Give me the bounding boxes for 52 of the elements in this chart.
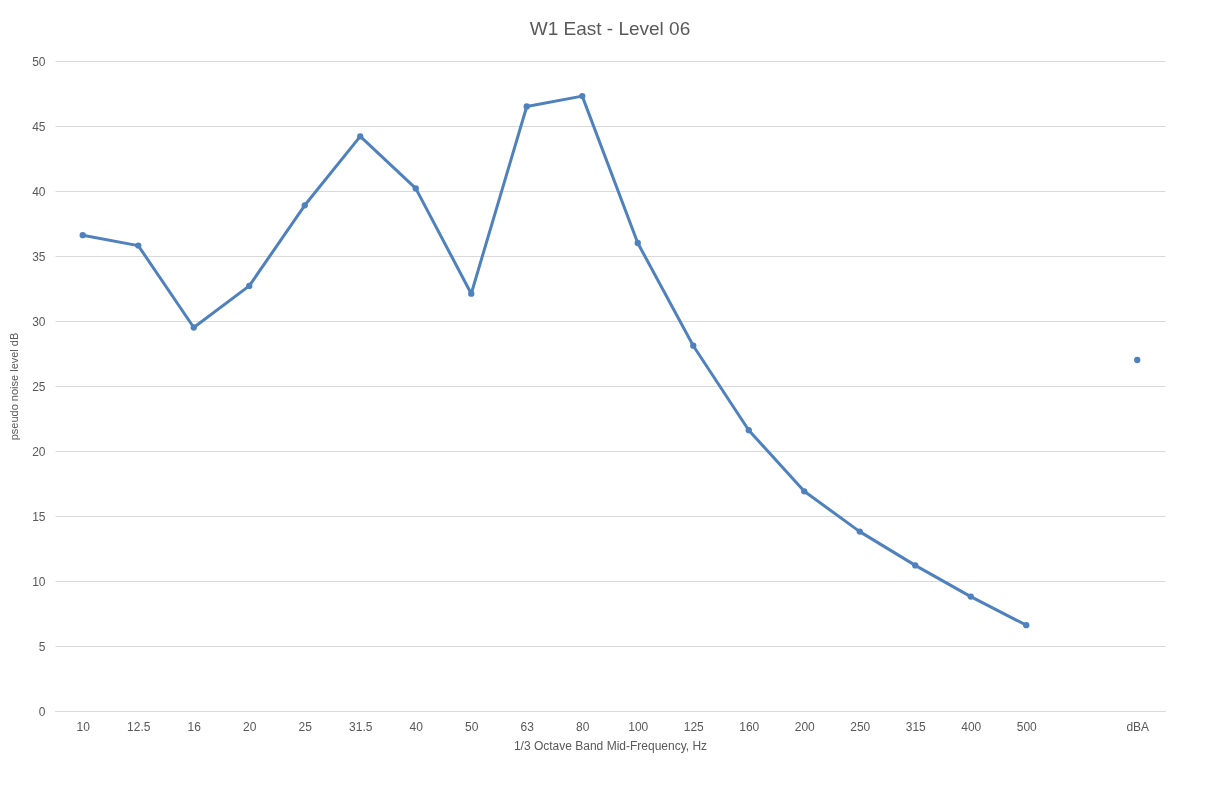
y-tick-label: 20	[32, 444, 46, 459]
point	[967, 593, 974, 600]
y-axis-title: pseudo noise level dB	[8, 332, 21, 441]
point	[79, 232, 86, 239]
x-axis-title: 1/3 Octave Band Mid-Frequency, Hz	[513, 738, 708, 753]
point	[190, 324, 197, 331]
y-tick-label: 10	[32, 574, 46, 589]
point	[357, 133, 364, 140]
point	[745, 427, 752, 434]
y-tick-label: 40	[32, 184, 46, 199]
point	[912, 562, 919, 569]
x-tick-label: 315	[905, 719, 927, 734]
x-tick-label: 63	[520, 719, 535, 734]
chart-title: W1 East - Level 06	[529, 18, 691, 39]
y-tick-label: 45	[32, 119, 46, 134]
x-tick-label: 40	[409, 719, 424, 734]
point	[856, 528, 863, 535]
x-tick-label: 20	[243, 719, 257, 734]
x-tick-label: 12.5	[127, 719, 151, 734]
x-tick-label: 50	[465, 719, 479, 734]
x-tick-label: 200	[794, 719, 816, 734]
x-tick-label: dBA	[1126, 719, 1150, 734]
point	[523, 103, 530, 110]
x-tick-label: 80	[576, 719, 590, 734]
point	[301, 202, 308, 209]
point	[246, 282, 253, 290]
y-tick-label: 5	[38, 639, 46, 654]
x-tick-label: 100	[628, 719, 649, 734]
y-tick-label: 35	[32, 249, 46, 264]
y-tick-label: 50	[32, 54, 46, 69]
y-tick-label: 30	[32, 314, 46, 329]
point	[412, 185, 419, 192]
point	[135, 242, 142, 249]
x-tick-label: 400	[961, 719, 982, 734]
x-tick-label: 125	[683, 719, 705, 734]
point	[468, 290, 475, 297]
x-tick-label: 25	[298, 719, 313, 734]
point	[1023, 622, 1030, 629]
y-tick-label: 15	[32, 509, 46, 524]
x-tick-label: 160	[739, 719, 760, 734]
x-tick-label: 31.5	[349, 719, 373, 734]
point	[1134, 356, 1141, 364]
point	[690, 342, 697, 349]
point	[579, 92, 586, 100]
y-tick-label: 0	[38, 704, 46, 719]
x-tick-label: 16	[187, 719, 202, 734]
x-tick-label: 10	[76, 719, 91, 734]
y-tick-label: 25	[32, 379, 46, 394]
point	[634, 239, 641, 247]
point	[801, 488, 808, 495]
x-tick-label: 250	[850, 719, 871, 734]
x-tick-label: 500	[1016, 719, 1038, 734]
